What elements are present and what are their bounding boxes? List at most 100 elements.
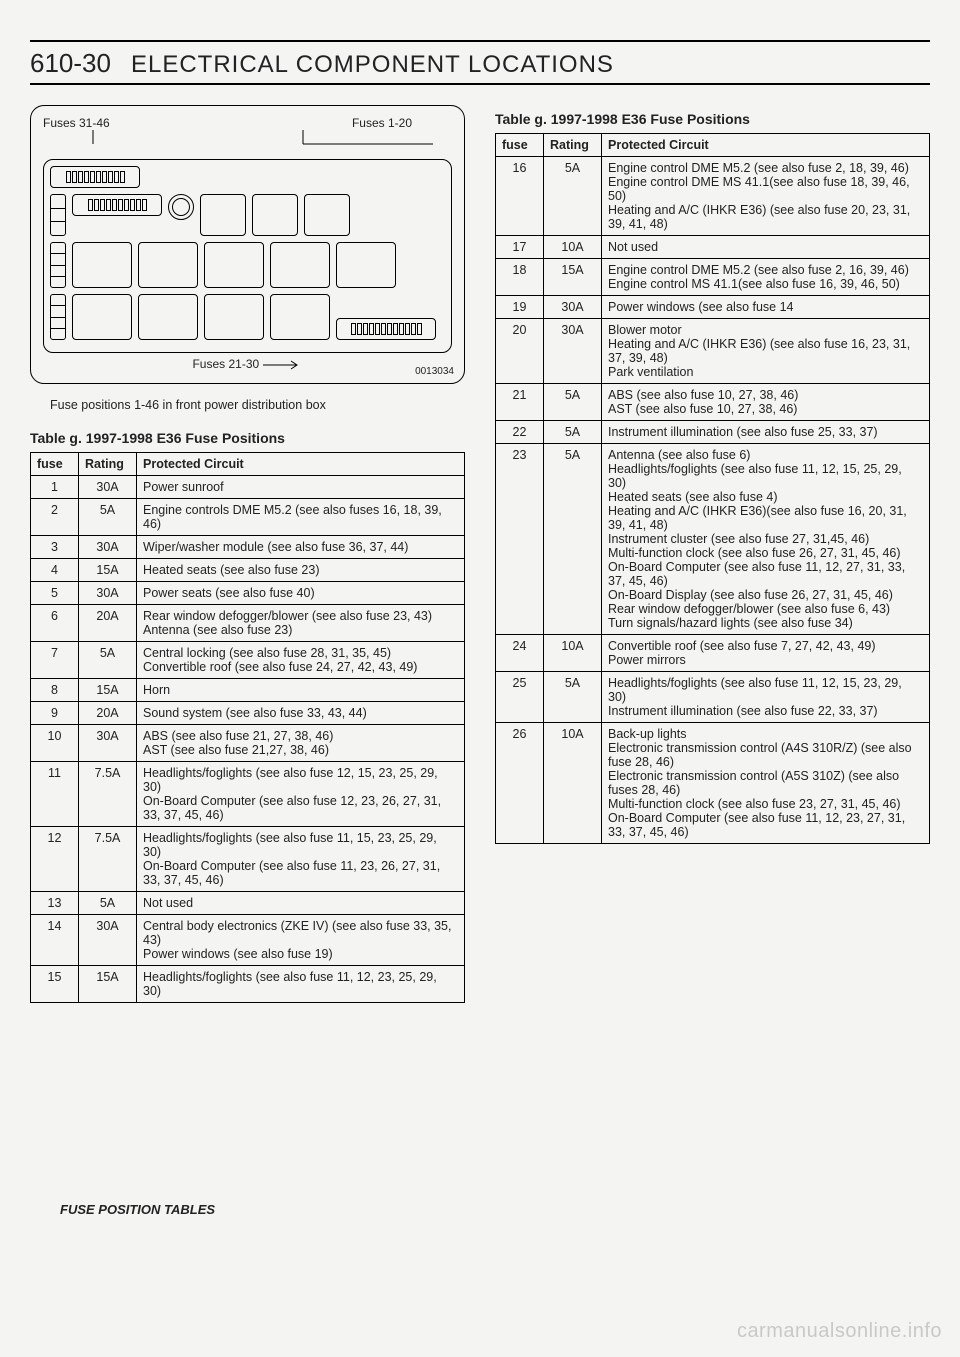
fuse-box-diagram: Fuses 31-46 Fuses 1-20: [30, 105, 465, 384]
table-row: 1515AHeadlights/foglights (see also fuse…: [31, 966, 465, 1003]
rating-cell: 15A: [544, 259, 602, 296]
rating-cell: 5A: [544, 421, 602, 444]
rating-cell: 30A: [544, 319, 602, 384]
fuse-cell: 10: [31, 725, 79, 762]
fuse-cell: 17: [496, 236, 544, 259]
circuit-cell: Antenna (see also fuse 6) Headlights/fog…: [602, 444, 930, 635]
table-row: 920ASound system (see also fuse 33, 43, …: [31, 702, 465, 725]
table-row: 815AHorn: [31, 679, 465, 702]
fuse-table-right: fuse Rating Protected Circuit 165AEngine…: [495, 133, 930, 844]
fuse-cell: 16: [496, 157, 544, 236]
rating-cell: 7.5A: [79, 762, 137, 827]
fuse-cell: 9: [31, 702, 79, 725]
diagram-label-21-30: Fuses 21-30: [192, 357, 259, 371]
fuse-cell: 15: [31, 966, 79, 1003]
circuit-cell: Not used: [137, 892, 465, 915]
watermark: carmanualsonline.info: [737, 1320, 942, 1343]
fuse-strip: [50, 194, 66, 236]
table-row: 415AHeated seats (see also fuse 23): [31, 559, 465, 582]
col-circuit: Protected Circuit: [137, 453, 465, 476]
rating-cell: 5A: [544, 444, 602, 635]
table-title-right: Table g. 1997-1998 E36 Fuse Positions: [495, 111, 930, 127]
rating-cell: 30A: [79, 725, 137, 762]
fuse-cell: 8: [31, 679, 79, 702]
connector-block: [50, 166, 140, 188]
table-row: 117.5AHeadlights/foglights (see also fus…: [31, 762, 465, 827]
circuit-cell: Blower motor Heating and A/C (IHKR E36) …: [602, 319, 930, 384]
relay-slot: [204, 294, 264, 340]
circuit-cell: Rear window defogger/blower (see also fu…: [137, 605, 465, 642]
relay-slot: [270, 242, 330, 288]
fuse-cell: 13: [31, 892, 79, 915]
circuit-cell: Central body electronics (ZKE IV) (see a…: [137, 915, 465, 966]
circuit-cell: Headlights/foglights (see also fuse 12, …: [137, 762, 465, 827]
diagram-number: 0013034: [415, 366, 454, 377]
arrow-icon: [263, 360, 303, 370]
page-number: 610-30: [30, 48, 111, 79]
diagram-label-1-20: Fuses 1-20: [352, 116, 412, 130]
diagram-leader-lines: [43, 130, 452, 148]
circuit-cell: Wiper/washer module (see also fuse 36, 3…: [137, 536, 465, 559]
table-row: 2610ABack-up lights Electronic transmiss…: [496, 723, 930, 844]
page-title: ELECTRICAL COMPONENT LOCATIONS: [131, 51, 614, 79]
connector-block: [336, 318, 436, 340]
rating-cell: 30A: [79, 476, 137, 499]
relay-slot: [200, 194, 246, 236]
diagram-caption: Fuse positions 1-46 in front power distr…: [50, 398, 465, 412]
rating-cell: 30A: [544, 296, 602, 319]
rating-cell: 15A: [79, 559, 137, 582]
fuse-cell: 11: [31, 762, 79, 827]
table-row: 75ACentral locking (see also fuse 28, 31…: [31, 642, 465, 679]
circuit-cell: Horn: [137, 679, 465, 702]
section-footer: FUSE POSITION TABLES: [60, 1202, 215, 1217]
rating-cell: 15A: [79, 966, 137, 1003]
rating-cell: 7.5A: [79, 827, 137, 892]
diagram-label-31-46: Fuses 31-46: [43, 116, 110, 130]
rating-cell: 20A: [79, 605, 137, 642]
rating-cell: 5A: [79, 892, 137, 915]
fuse-table-left: fuse Rating Protected Circuit 130APower …: [30, 452, 465, 1003]
circuit-cell: Power sunroof: [137, 476, 465, 499]
fuse-cell: 26: [496, 723, 544, 844]
rating-cell: 5A: [544, 157, 602, 236]
fuse-cell: 23: [496, 444, 544, 635]
table-row: 215AABS (see also fuse 10, 27, 38, 46) A…: [496, 384, 930, 421]
connector-block: [72, 194, 162, 216]
circuit-cell: Convertible roof (see also fuse 7, 27, 4…: [602, 635, 930, 672]
circuit-cell: ABS (see also fuse 21, 27, 38, 46) AST (…: [137, 725, 465, 762]
fuse-cell: 24: [496, 635, 544, 672]
relay-slot: [138, 242, 198, 288]
rating-cell: 5A: [79, 642, 137, 679]
table-row: 2410AConvertible roof (see also fuse 7, …: [496, 635, 930, 672]
power-distribution-box: [43, 159, 452, 353]
table-row: 530APower seats (see also fuse 40): [31, 582, 465, 605]
rating-cell: 30A: [79, 915, 137, 966]
circuit-cell: Central locking (see also fuse 28, 31, 3…: [137, 642, 465, 679]
fuse-cell: 4: [31, 559, 79, 582]
col-rating: Rating: [79, 453, 137, 476]
rating-cell: 5A: [544, 672, 602, 723]
circuit-cell: Engine control DME M5.2 (see also fuse 2…: [602, 157, 930, 236]
table-row: 235AAntenna (see also fuse 6) Headlights…: [496, 444, 930, 635]
table-row: 620ARear window defogger/blower (see als…: [31, 605, 465, 642]
fuse-cell: 21: [496, 384, 544, 421]
table-row: 135ANot used: [31, 892, 465, 915]
col-fuse: fuse: [496, 134, 544, 157]
circuit-cell: Not used: [602, 236, 930, 259]
rating-cell: 20A: [79, 702, 137, 725]
table-title-left: Table g. 1997-1998 E36 Fuse Positions: [30, 430, 465, 446]
fuse-cell: 19: [496, 296, 544, 319]
fuse-cell: 7: [31, 642, 79, 679]
table-row: 25AEngine controls DME M5.2 (see also fu…: [31, 499, 465, 536]
circuit-cell: Heated seats (see also fuse 23): [137, 559, 465, 582]
fuse-cell: 20: [496, 319, 544, 384]
circuit-cell: Engine controls DME M5.2 (see also fuses…: [137, 499, 465, 536]
circuit-cell: Headlights/foglights (see also fuse 11, …: [137, 966, 465, 1003]
circuit-cell: Engine control DME M5.2 (see also fuse 2…: [602, 259, 930, 296]
rating-cell: 30A: [79, 536, 137, 559]
circuit-cell: Sound system (see also fuse 33, 43, 44): [137, 702, 465, 725]
relay-slot: [252, 194, 298, 236]
circuit-cell: Back-up lights Electronic transmission c…: [602, 723, 930, 844]
table-row: 130APower sunroof: [31, 476, 465, 499]
table-row: 1930APower windows (see also fuse 14: [496, 296, 930, 319]
